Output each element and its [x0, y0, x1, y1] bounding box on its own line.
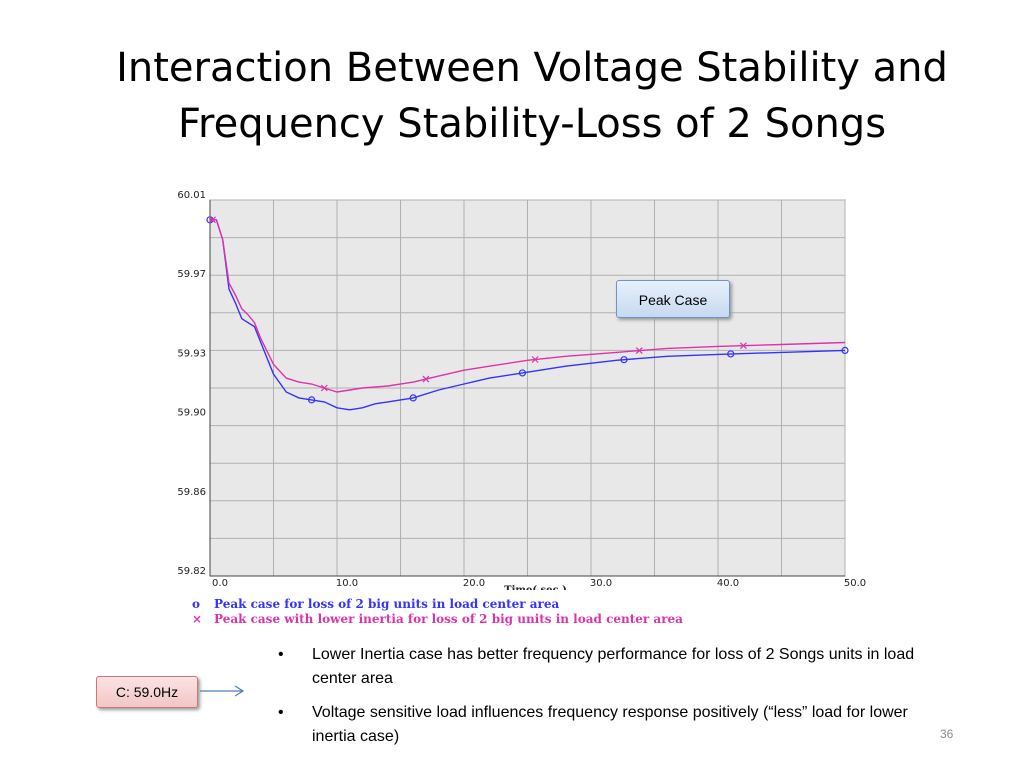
x-tick-label: 20.0 — [463, 578, 485, 589]
frequency-chart: 0.0 10.0 20.0 30.0 40.0 50.0 59.82 59.86 59.90 59… — [177, 190, 866, 590]
y-tick-label: 60.01 — [177, 190, 206, 201]
bullet-item: • Lower Inertia case has better frequenc… — [278, 643, 938, 691]
slide-title: Interaction Between Voltage Stability an… — [0, 40, 1024, 152]
x-tick-label: 40.0 — [717, 578, 739, 589]
data-point-cross — [531, 356, 539, 363]
data-point-circle — [518, 369, 527, 377]
x-axis-label: Time( sec ) — [504, 585, 567, 590]
series-line-2 — [210, 219, 846, 393]
y-tick-label: 59.82 — [177, 566, 206, 577]
legend-marker-cross: × — [192, 612, 203, 626]
peak-case-callout: Peak Case — [616, 280, 730, 318]
legend-label-peak-case: Peak case for loss of 2 big units in loa… — [214, 597, 560, 611]
data-point-circle — [841, 346, 849, 354]
data-point-circle — [620, 356, 628, 364]
legend-label-lower-inertia: Peak case with lower inertia for loss of… — [214, 612, 683, 626]
x-tick-label: 50.0 — [844, 578, 866, 589]
data-point-circle — [727, 350, 735, 358]
chart-legend: o Peak case for loss of 2 big units in l… — [192, 597, 683, 627]
bullet-item: • Voltage sensitive load influences freq… — [278, 701, 938, 749]
data-point-cross — [739, 342, 747, 350]
page-number: 36 — [940, 727, 954, 741]
x-tick-label: 0.0 — [212, 578, 228, 589]
y-tick-label: 59.90 — [177, 408, 206, 419]
arrow-right-icon — [200, 685, 245, 697]
bullet-icon: • — [278, 646, 284, 663]
frequency-value-callout: C: 59.0Hz — [96, 676, 198, 708]
legend-marker-circle: o — [192, 597, 201, 611]
data-point-circle — [409, 394, 417, 402]
bullet-icon: • — [278, 704, 284, 721]
slide-title-line-1: Interaction Between Voltage Stability an… — [116, 45, 948, 91]
y-tick-label: 59.93 — [177, 348, 206, 359]
legend-item-lower-inertia: × Peak case with lower inertia for loss … — [192, 612, 683, 627]
data-point-cross — [209, 216, 216, 224]
y-tick-label: 59.97 — [177, 269, 206, 280]
series-line-1 — [210, 219, 846, 411]
x-tick-label: 30.0 — [590, 578, 612, 589]
data-point-cross — [635, 347, 643, 355]
slide-title-line-2: Frequency Stability-Loss of 2 Songs — [177, 101, 887, 147]
x-tick-label: 10.0 — [336, 578, 358, 589]
bullet-text: Lower Inertia case has better frequency … — [312, 646, 915, 687]
data-point-cross — [422, 375, 430, 383]
data-point-circle — [308, 396, 316, 404]
y-tick-label: 59.86 — [177, 487, 206, 498]
data-point-cross — [320, 384, 328, 392]
legend-item-peak-case: o Peak case for loss of 2 big units in l… — [192, 597, 683, 612]
bullet-text: Voltage sensitive load influences freque… — [312, 704, 908, 745]
bullet-list: • Lower Inertia case has better frequenc… — [278, 643, 938, 759]
